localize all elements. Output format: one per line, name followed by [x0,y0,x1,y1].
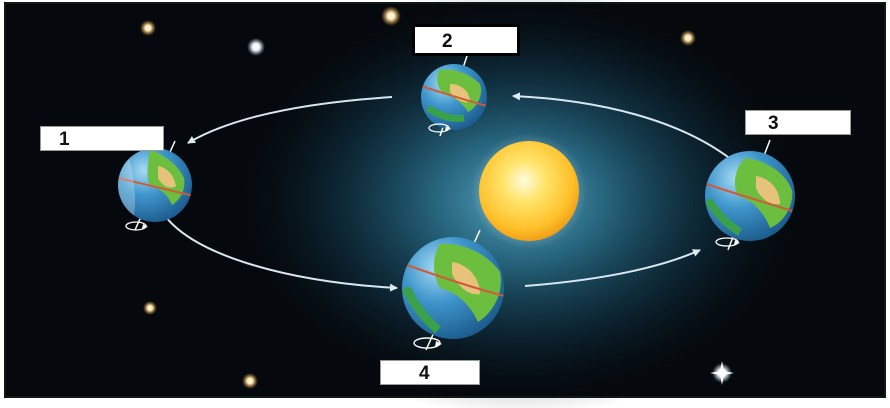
star [680,30,696,46]
star [143,301,157,315]
earth-position-3 [705,139,795,251]
orbit-arrow-2-to-1 [187,96,393,144]
sun [471,133,587,249]
label-3-text: 3 [768,113,779,134]
star [242,373,258,389]
label-1-text: 1 [59,129,70,150]
orbit-arrow-4-to-3 [524,249,701,287]
label-box-4: 4 [380,360,480,385]
sparkle-star [710,361,734,385]
orbit-arrow-3-to-2 [512,92,733,161]
label-box-2: 2 [412,24,520,56]
orbit-arrow-1-to-4 [159,207,398,292]
star [247,38,265,56]
orbit-arrows [159,92,733,292]
earth-position-4 [402,229,504,351]
label-box-3: 3 [745,110,851,135]
star [381,6,401,26]
star [140,20,156,36]
earth-position-2 [421,55,487,137]
label-box-1: 1 [40,126,164,151]
stars [140,6,734,389]
label-4-text: 4 [419,363,430,384]
label-2-text: 2 [442,31,453,52]
